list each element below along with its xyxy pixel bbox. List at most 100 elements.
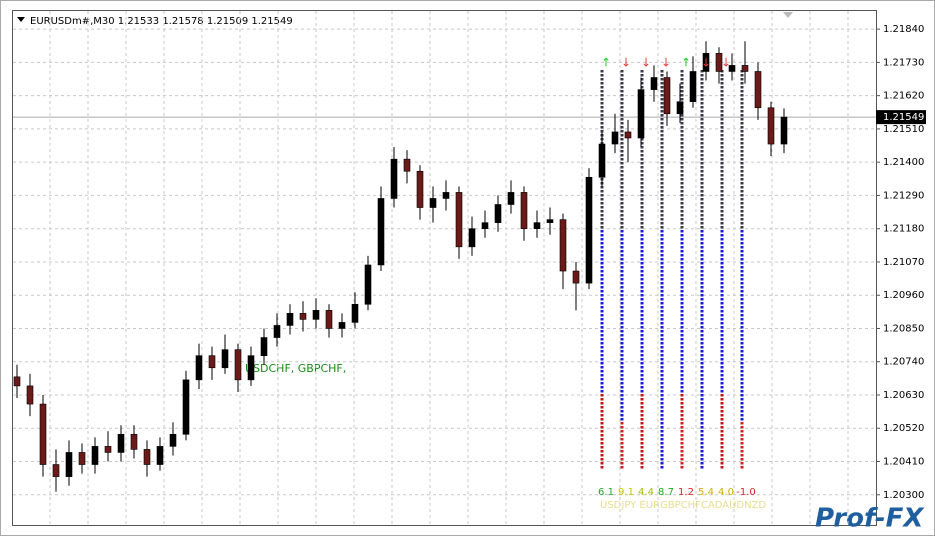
strength-dot <box>600 306 604 309</box>
strength-dot <box>640 254 644 257</box>
candle-body <box>572 270 580 284</box>
strength-dot <box>640 450 644 453</box>
strength-dot <box>660 390 664 393</box>
strength-dot <box>640 378 644 381</box>
strength-dot <box>640 166 644 169</box>
strength-dot <box>700 110 704 113</box>
strength-dot <box>740 130 744 133</box>
strength-dot <box>720 346 724 349</box>
candle-body <box>403 158 411 172</box>
strength-dot <box>740 250 744 253</box>
candle-body <box>78 452 86 465</box>
strength-dot <box>740 386 744 389</box>
strength-dot <box>680 422 684 425</box>
strength-dot <box>620 190 624 193</box>
strength-dot <box>720 130 724 133</box>
strength-dot <box>720 250 724 253</box>
strength-dot <box>660 338 664 341</box>
currency-labels: USDJPY EURGBPCHFCADAUDNZD <box>600 500 766 511</box>
strength-dot <box>660 374 664 377</box>
strength-dot <box>680 162 684 165</box>
strength-dot <box>740 422 744 425</box>
strength-label: -1.0 <box>736 487 756 498</box>
strength-dot <box>700 86 704 89</box>
strength-dot <box>660 282 664 285</box>
y-tick-label: 1.21840 <box>883 24 924 35</box>
strength-dot <box>680 338 684 341</box>
strength-dot <box>660 418 664 421</box>
strength-dot <box>720 242 724 245</box>
strength-dot <box>600 426 604 429</box>
strength-dot <box>700 158 704 161</box>
strength-dot <box>680 150 684 153</box>
strength-dot <box>660 94 664 97</box>
strength-dot <box>660 342 664 345</box>
strength-dot <box>600 98 604 101</box>
strength-dot <box>600 402 604 405</box>
strength-dot <box>640 270 644 273</box>
strength-dot <box>620 122 624 125</box>
strength-dot <box>700 218 704 221</box>
candle-body <box>208 355 216 369</box>
strength-dot <box>600 398 604 401</box>
strength-dot <box>640 274 644 277</box>
strength-dot <box>720 350 724 353</box>
strength-dot <box>600 450 604 453</box>
strength-dot <box>600 242 604 245</box>
strength-dot <box>660 122 664 125</box>
strength-dot <box>600 118 604 121</box>
strength-dot <box>620 238 624 241</box>
strength-dot <box>700 458 704 461</box>
strength-dot <box>620 226 624 229</box>
strength-dot <box>620 362 624 365</box>
strength-dot <box>720 270 724 273</box>
strength-dot <box>660 158 664 161</box>
strength-dot <box>640 146 644 149</box>
strength-dot <box>700 78 704 81</box>
strength-dot <box>600 354 604 357</box>
strength-dot <box>680 374 684 377</box>
strength-dot <box>720 438 724 441</box>
candle-body <box>234 349 242 381</box>
strength-dot <box>680 346 684 349</box>
strength-dot <box>620 330 624 333</box>
strength-dot <box>700 202 704 205</box>
strength-dot <box>740 82 744 85</box>
strength-dot <box>640 390 644 393</box>
strength-dot <box>600 274 604 277</box>
strength-dot <box>720 262 724 265</box>
strength-dot <box>660 130 664 133</box>
strength-dot <box>700 294 704 297</box>
strength-dot <box>660 242 664 245</box>
strength-dot <box>640 218 644 221</box>
strength-dot <box>660 310 664 313</box>
strength-dot <box>620 358 624 361</box>
strength-dot <box>600 342 604 345</box>
strength-dot <box>700 386 704 389</box>
strength-dot <box>700 74 704 77</box>
strength-dot <box>620 162 624 165</box>
strength-dot <box>640 394 644 397</box>
candle-body <box>182 379 190 435</box>
strength-dot <box>700 374 704 377</box>
strength-dot <box>660 246 664 249</box>
candle-body <box>416 170 424 208</box>
strength-dot <box>620 438 624 441</box>
strength-dot <box>720 138 724 141</box>
current-price-box <box>876 110 926 125</box>
strength-dot <box>740 126 744 129</box>
strength-dot <box>600 202 604 205</box>
strength-dot <box>720 94 724 97</box>
strength-dot <box>700 206 704 209</box>
strength-dot <box>720 274 724 277</box>
strength-dot <box>660 90 664 93</box>
strength-dot <box>660 138 664 141</box>
strength-dot <box>700 98 704 101</box>
strength-dot <box>740 382 744 385</box>
strength-dot <box>720 126 724 129</box>
strength-dot <box>740 354 744 357</box>
strength-dot <box>720 278 724 281</box>
strength-dot <box>600 386 604 389</box>
strength-dot <box>620 306 624 309</box>
strength-dot <box>740 234 744 237</box>
